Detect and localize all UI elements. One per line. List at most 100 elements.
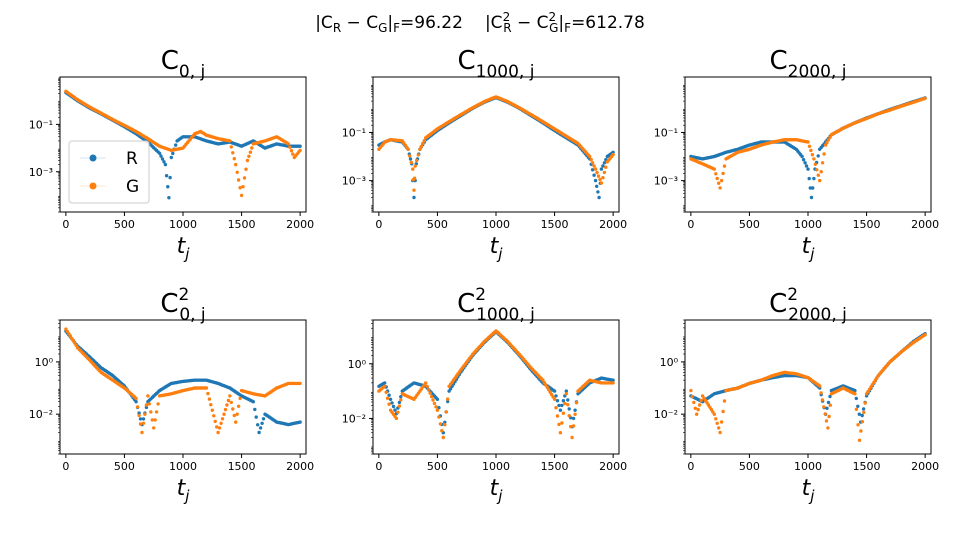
data-point [718, 430, 722, 435]
x-tick-label: 1000 [169, 460, 197, 473]
data-point [690, 394, 694, 399]
data-point [854, 407, 859, 411]
data-point [298, 148, 302, 153]
data-point [446, 397, 450, 401]
title-sub: 2000, j [788, 305, 847, 325]
data-point [413, 164, 417, 168]
data-point [554, 406, 558, 410]
data-point [241, 185, 245, 189]
data-point [245, 158, 250, 163]
data-point [856, 423, 860, 427]
data-point [220, 417, 225, 421]
data-point [554, 394, 558, 398]
data-point [856, 404, 860, 408]
data-point [722, 164, 727, 168]
data-point [222, 412, 226, 416]
data-point [256, 423, 260, 427]
y-tick-label: 10⁰ [660, 356, 679, 369]
subplot-2: C2000, j 0 500 1000 1500 2000 10⁻¹ 10⁻³ tj [654, 46, 939, 263]
title-main: C [160, 289, 178, 319]
data-point [387, 393, 391, 397]
data-point [231, 407, 235, 411]
data-point [234, 162, 238, 167]
x-tick-label: 500 [739, 460, 760, 473]
subplot-title: C2 0, j [160, 285, 205, 325]
x-tick-label: 2000 [286, 218, 314, 231]
x-tick-label: 1000 [482, 218, 510, 231]
data-point [397, 404, 402, 408]
x-tick-label: 500 [427, 460, 448, 473]
data-point [412, 176, 417, 180]
x-tick-label: 0 [62, 218, 69, 231]
title-main: C [457, 289, 475, 319]
data-point [573, 412, 577, 416]
x-tick-label: 500 [114, 218, 135, 231]
data-point [827, 414, 831, 419]
data-point [418, 147, 422, 151]
subplot-5: C2 2000, j 0 500 1000 1500 2000 10⁰ 10⁻² tj [654, 285, 939, 505]
data-point [923, 96, 927, 101]
data-point [860, 413, 864, 418]
data-point [391, 404, 396, 409]
data-point [552, 397, 557, 401]
data-point [251, 400, 255, 404]
data-point [715, 421, 719, 425]
data-point [810, 153, 815, 157]
data-point [135, 405, 140, 409]
data-point [437, 415, 441, 419]
data-point [236, 404, 241, 408]
data-point [225, 403, 229, 407]
x-tick-label: 500 [427, 218, 448, 231]
data-point [149, 410, 153, 414]
data-point [826, 426, 830, 430]
data-point [571, 424, 576, 428]
data-point [857, 438, 862, 442]
data-point [383, 384, 387, 388]
x-tick-label: 1500 [541, 460, 569, 473]
data-point [431, 398, 435, 402]
title-main: C [458, 46, 476, 76]
data-point [602, 161, 607, 165]
data-point [298, 420, 302, 424]
data-point [388, 397, 393, 401]
data-point [244, 167, 248, 171]
data-point [289, 149, 294, 153]
data-point [254, 415, 258, 419]
data-point [434, 405, 438, 409]
x-tick-label: 2000 [599, 460, 627, 473]
data-point [558, 431, 563, 435]
data-point [236, 178, 241, 182]
data-point [853, 392, 857, 396]
data-point [826, 400, 831, 405]
data-point [555, 399, 560, 403]
data-point [598, 177, 602, 182]
subplot-title: C2 2000, j [769, 285, 847, 325]
x-tick-label: 0 [375, 218, 382, 231]
data-point [804, 164, 809, 168]
y-tick-label: 10⁻¹ [29, 118, 53, 131]
data-point [825, 140, 829, 145]
data-point [443, 420, 447, 424]
data-point [564, 392, 568, 396]
data-point [298, 381, 302, 386]
y-tick-label: 10⁰ [348, 358, 367, 371]
data-point [385, 396, 390, 400]
data-point [862, 410, 866, 415]
data-point [820, 161, 825, 165]
data-point [697, 403, 702, 407]
subplot-grid: C0, j0 500 1000 1500 200010⁻¹10⁻³tjRGC1000, … [29, 46, 939, 505]
x-tick-label: 1500 [853, 460, 881, 473]
data-point [247, 154, 251, 158]
data-point [560, 421, 564, 425]
data-point [560, 403, 564, 408]
y-tick-label: 10⁻³ [342, 175, 366, 188]
data-point [823, 143, 828, 147]
data-point [812, 176, 816, 181]
data-point [807, 176, 811, 181]
data-point [861, 407, 866, 411]
data-point [408, 154, 412, 158]
data-point [696, 407, 700, 412]
data-point [599, 181, 604, 185]
data-point [693, 406, 697, 410]
